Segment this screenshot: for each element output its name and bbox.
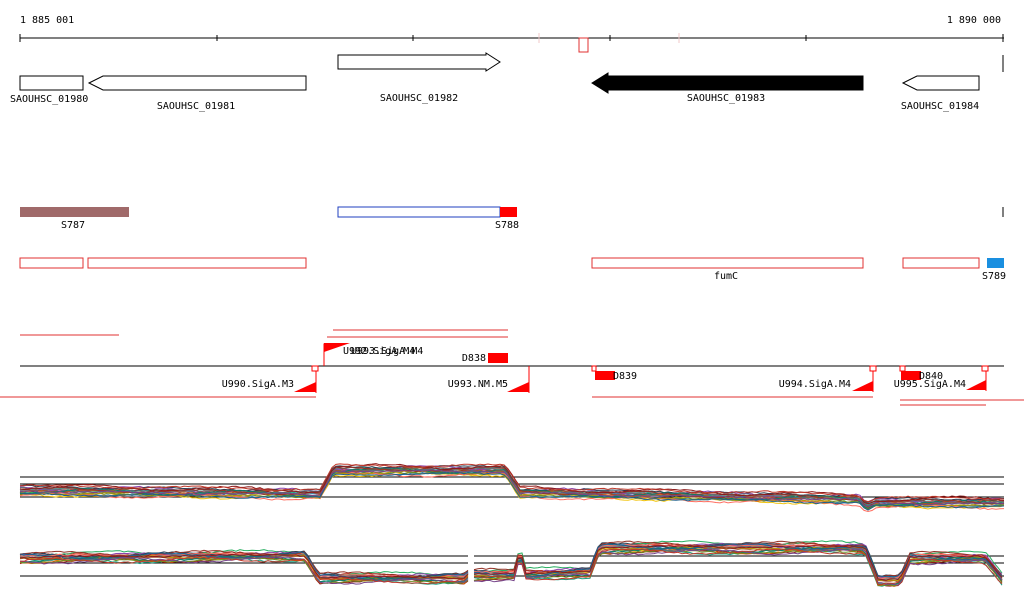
- feature-label: U995.SigA.M4: [894, 379, 966, 390]
- expression-curve: [19, 553, 469, 579]
- expression-curve: [473, 545, 1003, 581]
- gene-saouhsc-01983[interactable]: SAOUHSC_01983: [591, 72, 864, 104]
- feature-u993-siga-m4[interactable]: U993.SigA.M4: [351, 346, 423, 357]
- operon-segment[interactable]: [19, 257, 84, 269]
- feature-u993-nm-m5[interactable]: U993.NM.M5: [448, 366, 530, 393]
- expression-curve: [19, 555, 469, 583]
- gene-saouhsc-01984[interactable]: SAOUHSC_01984: [901, 75, 980, 112]
- feature-label: U992.SigA.M4: [343, 346, 415, 357]
- feature-d839[interactable]: D839: [591, 365, 637, 382]
- feature-label: D838: [462, 353, 486, 364]
- ruler-region-marker: [578, 37, 589, 53]
- gene-label: SAOUHSC_01984: [901, 101, 979, 112]
- expression-curve: [19, 556, 469, 585]
- feature-d840[interactable]: D840: [899, 365, 943, 382]
- operon-segment[interactable]: [902, 257, 980, 269]
- srna-s788[interactable]: S788: [337, 206, 519, 231]
- feature-label: D839: [613, 371, 637, 382]
- expression-profile-minus-strand: [19, 540, 1004, 587]
- ruler-end-label: 1 890 000: [947, 15, 1001, 26]
- feature-label: U990.SigA.M3: [222, 379, 294, 390]
- gene-label: SAOUHSC_01982: [380, 93, 458, 104]
- srna-label: S787: [61, 220, 85, 231]
- expression-curve: [19, 549, 469, 578]
- operon-track: fumC S789: [19, 257, 1006, 282]
- expression-curve: [473, 543, 1003, 578]
- feature-label: U993.NM.M5: [448, 379, 508, 390]
- operon-label: fumC: [714, 271, 738, 282]
- feature-label: D840: [919, 371, 943, 382]
- gene-saouhsc-01982[interactable]: SAOUHSC_01982: [337, 52, 501, 104]
- feature-u995-siga-m4[interactable]: U995.SigA.M4: [894, 365, 989, 391]
- expression-curve: [473, 548, 1003, 586]
- srna-label: S789: [982, 271, 1006, 282]
- expression-curve: [19, 463, 1005, 503]
- feature-label: U993.SigA.M4: [351, 346, 423, 357]
- gene-label: SAOUHSC_01980: [10, 94, 88, 105]
- gene-saouhsc-01981[interactable]: SAOUHSC_01981: [87, 75, 307, 112]
- operon-segment-fumc[interactable]: [591, 257, 864, 269]
- coordinate-ruler: 1 885 001 1 890 000: [19, 15, 1004, 53]
- feature-u994-siga-m4[interactable]: U994.SigA.M4: [779, 365, 877, 392]
- feature-u992-siga-m4[interactable]: U992.SigA.M4: [323, 343, 415, 366]
- gene-track: SAOUHSC_01980 SAOUHSC_01981 SAOUHSC_0198…: [10, 52, 1004, 112]
- ruler-start-label: 1 885 001: [20, 15, 74, 26]
- expression-profile-plus-strand: [19, 463, 1005, 513]
- gene-saouhsc-01980[interactable]: SAOUHSC_01980: [10, 75, 88, 105]
- gene-label: SAOUHSC_01983: [687, 93, 765, 104]
- expression-curve: [474, 548, 1003, 585]
- operon-segment[interactable]: [87, 257, 307, 269]
- feature-track: U992.SigA.M4 U993.SigA.M4 D838 U990.SigA…: [0, 329, 1024, 406]
- gene-label: SAOUHSC_01981: [157, 101, 235, 112]
- expression-curve: [19, 549, 469, 578]
- srna-label: S788: [495, 220, 519, 231]
- feature-d838[interactable]: D838: [462, 353, 508, 364]
- srna-s789[interactable]: [987, 258, 1004, 268]
- feature-u990-siga-m3[interactable]: U990.SigA.M3: [222, 365, 319, 393]
- expression-curve: [19, 469, 1005, 507]
- expression-curve: [19, 551, 469, 581]
- feature-label: U994.SigA.M4: [779, 379, 851, 390]
- srna-track: S787 S788: [20, 206, 1004, 231]
- srna-s787[interactable]: S787: [20, 207, 129, 231]
